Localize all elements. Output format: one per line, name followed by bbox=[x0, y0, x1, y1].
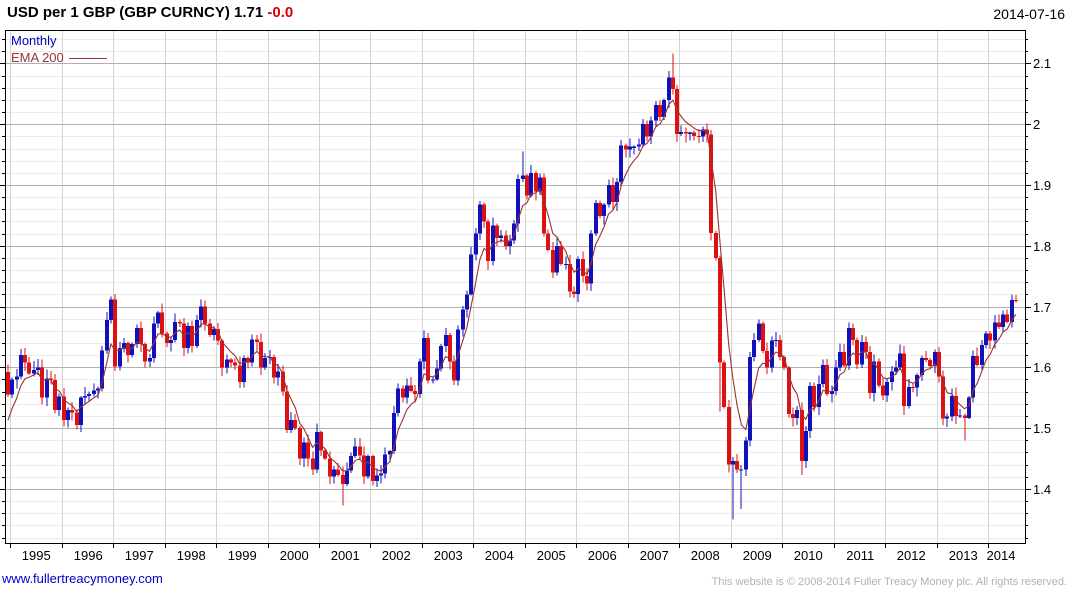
svg-text:2012: 2012 bbox=[897, 548, 926, 563]
svg-text:2006: 2006 bbox=[588, 548, 617, 563]
svg-text:2001: 2001 bbox=[331, 548, 360, 563]
svg-text:1995: 1995 bbox=[22, 548, 51, 563]
page-title: USD per 1 GBP (GBP CURNCY) 1.71 -0.0 bbox=[7, 4, 293, 21]
svg-text:1997: 1997 bbox=[125, 548, 154, 563]
svg-text:2011: 2011 bbox=[846, 548, 874, 563]
ema-line-sample-icon bbox=[68, 58, 107, 60]
svg-text:2005: 2005 bbox=[537, 548, 566, 563]
svg-text:2.1: 2.1 bbox=[1033, 56, 1051, 71]
svg-text:2014: 2014 bbox=[987, 548, 1016, 563]
svg-text:1999: 1999 bbox=[228, 548, 257, 563]
svg-text:1.9: 1.9 bbox=[1033, 178, 1051, 193]
svg-text:2009: 2009 bbox=[743, 548, 772, 563]
svg-text:2008: 2008 bbox=[691, 548, 720, 563]
price-change: -0.0 bbox=[267, 4, 294, 21]
svg-text:2004: 2004 bbox=[485, 548, 514, 563]
copyright-text: This website is © 2008-2014 Fuller Treac… bbox=[711, 576, 1067, 588]
svg-text:2: 2 bbox=[1033, 117, 1040, 132]
instrument-title: USD per 1 GBP (GBP CURNCY) 1.71 bbox=[7, 4, 264, 21]
svg-text:2003: 2003 bbox=[434, 548, 463, 563]
legend-monthly: Monthly bbox=[11, 33, 57, 48]
svg-text:2000: 2000 bbox=[280, 548, 309, 563]
svg-text:1.8: 1.8 bbox=[1033, 239, 1051, 254]
chart-date: 2014-07-16 bbox=[993, 6, 1065, 22]
svg-text:1.6: 1.6 bbox=[1033, 360, 1051, 375]
svg-text:1.7: 1.7 bbox=[1033, 300, 1051, 315]
website-link[interactable]: www.fullertreacymoney.com bbox=[2, 571, 163, 586]
legend-ema-label: EMA 200 bbox=[11, 50, 64, 65]
svg-text:2010: 2010 bbox=[794, 548, 823, 563]
svg-text:2007: 2007 bbox=[640, 548, 669, 563]
svg-text:1996: 1996 bbox=[74, 548, 103, 563]
svg-text:1.5: 1.5 bbox=[1033, 421, 1051, 436]
svg-text:1.4: 1.4 bbox=[1033, 482, 1051, 497]
svg-text:2013: 2013 bbox=[949, 548, 978, 563]
svg-text:1998: 1998 bbox=[177, 548, 206, 563]
legend-ema: EMA 200 bbox=[11, 50, 107, 65]
svg-text:2002: 2002 bbox=[382, 548, 411, 563]
